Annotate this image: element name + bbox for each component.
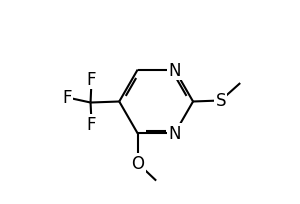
Text: N: N [168,125,181,143]
Text: F: F [87,115,96,133]
Text: F: F [62,89,72,107]
Text: S: S [215,92,226,110]
Text: N: N [168,61,181,79]
Text: F: F [87,71,96,89]
Text: O: O [131,154,144,172]
